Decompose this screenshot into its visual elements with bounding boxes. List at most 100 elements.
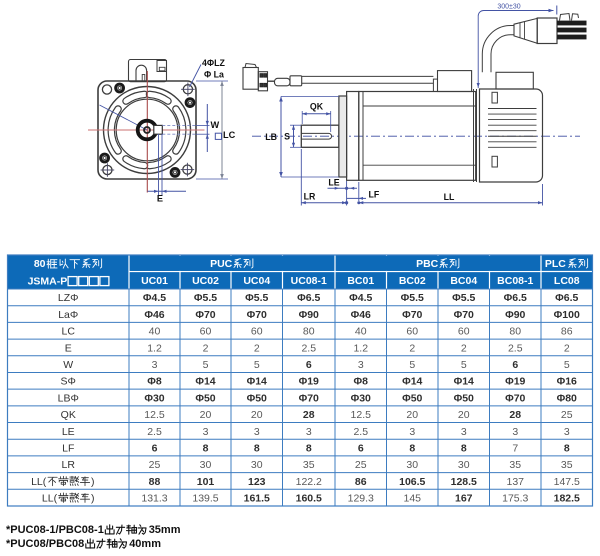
- svg-text:Φ90: Φ90: [299, 309, 319, 321]
- svg-text:3: 3: [461, 426, 467, 438]
- svg-text:60: 60: [458, 326, 470, 338]
- svg-text:Φ70: Φ70: [402, 309, 422, 321]
- svg-text:Φ6.5: Φ6.5: [297, 292, 320, 304]
- svg-text:35mm: 35mm: [149, 524, 181, 536]
- svg-text:3: 3: [512, 426, 518, 438]
- svg-text:Φ4.5: Φ4.5: [143, 292, 166, 304]
- svg-text:88: 88: [149, 476, 161, 488]
- svg-text:Φ46: Φ46: [351, 309, 371, 321]
- svg-text:5: 5: [254, 359, 260, 371]
- svg-text:E: E: [65, 342, 72, 354]
- svg-text:30: 30: [458, 459, 470, 471]
- svg-text:25: 25: [355, 459, 367, 471]
- svg-text:Φ La: Φ La: [204, 70, 224, 80]
- svg-text:Φ4.5: Φ4.5: [349, 292, 372, 304]
- svg-text:3: 3: [152, 359, 158, 371]
- svg-text:E: E: [157, 194, 163, 204]
- svg-text:LE: LE: [62, 426, 75, 438]
- svg-text:30: 30: [251, 459, 263, 471]
- svg-text:Φ50: Φ50: [195, 392, 215, 404]
- svg-text:LB: LB: [265, 132, 277, 142]
- svg-text:Φ14: Φ14: [402, 376, 422, 388]
- svg-text:4ΦLZ: 4ΦLZ: [202, 58, 225, 68]
- svg-text:Φ8: Φ8: [354, 376, 369, 388]
- svg-text:175.3: 175.3: [502, 493, 528, 505]
- svg-text:6: 6: [358, 442, 364, 454]
- svg-text:8: 8: [409, 442, 415, 454]
- svg-text:BC02: BC02: [399, 275, 426, 287]
- svg-text:Φ14: Φ14: [247, 376, 267, 388]
- svg-text:LF: LF: [62, 442, 74, 454]
- svg-text:147.5: 147.5: [554, 476, 580, 488]
- svg-text:160.5: 160.5: [296, 493, 322, 505]
- svg-text:LC08: LC08: [554, 275, 580, 287]
- svg-text:28: 28: [303, 409, 315, 421]
- svg-text:30: 30: [406, 459, 418, 471]
- svg-text:2: 2: [461, 342, 467, 354]
- svg-text:Φ19: Φ19: [299, 376, 319, 388]
- svg-text:LL: LL: [444, 192, 455, 202]
- svg-text:182.5: 182.5: [554, 493, 580, 505]
- svg-text:20: 20: [200, 409, 212, 421]
- svg-text:Φ70: Φ70: [454, 309, 474, 321]
- svg-text:Φ50: Φ50: [247, 392, 267, 404]
- svg-text:Φ70: Φ70: [299, 392, 319, 404]
- svg-text:W: W: [211, 120, 220, 130]
- svg-text:Φ100: Φ100: [554, 309, 580, 321]
- svg-text:122.2: 122.2: [296, 476, 322, 488]
- svg-text:25: 25: [149, 459, 161, 471]
- svg-text:*PUC08-1/PBC08-1: *PUC08-1/PBC08-1: [6, 524, 104, 536]
- svg-text:60: 60: [251, 326, 263, 338]
- svg-text:25: 25: [561, 409, 573, 421]
- svg-text:2: 2: [409, 342, 415, 354]
- svg-text:LR: LR: [304, 192, 316, 202]
- svg-text:2.5: 2.5: [508, 342, 523, 354]
- svg-text:LL(: LL(: [42, 493, 58, 505]
- svg-text:Φ80: Φ80: [557, 392, 577, 404]
- svg-text:137: 137: [506, 476, 524, 488]
- svg-text:Φ6.5: Φ6.5: [504, 292, 527, 304]
- svg-text:Φ50: Φ50: [454, 392, 474, 404]
- svg-text:LE: LE: [328, 178, 339, 188]
- svg-text:40: 40: [355, 326, 367, 338]
- svg-text:PBC: PBC: [416, 258, 439, 270]
- svg-text:12.5: 12.5: [144, 409, 165, 421]
- svg-text:UC01: UC01: [141, 275, 168, 287]
- svg-text:80: 80: [509, 326, 521, 338]
- svg-text:80: 80: [34, 258, 46, 270]
- svg-text:SΦ: SΦ: [61, 376, 76, 388]
- svg-text:LL(: LL(: [31, 476, 47, 488]
- svg-text:): ): [91, 493, 95, 505]
- svg-text:123: 123: [248, 476, 266, 488]
- svg-text:Φ90: Φ90: [505, 309, 525, 321]
- svg-text:161.5: 161.5: [244, 493, 270, 505]
- svg-text:BC04: BC04: [450, 275, 477, 287]
- svg-text:1.2: 1.2: [147, 342, 162, 354]
- svg-text:Φ5.5: Φ5.5: [452, 292, 475, 304]
- svg-text:Φ30: Φ30: [144, 392, 164, 404]
- svg-text:128.5: 128.5: [451, 476, 477, 488]
- svg-text:Φ70: Φ70: [505, 392, 525, 404]
- svg-text:8: 8: [306, 442, 312, 454]
- svg-text:3: 3: [254, 426, 260, 438]
- svg-text:Φ70: Φ70: [195, 309, 215, 321]
- svg-text:8: 8: [461, 442, 467, 454]
- svg-text:106.5: 106.5: [399, 476, 425, 488]
- svg-text:BC08-1: BC08-1: [497, 275, 533, 287]
- svg-text:86: 86: [355, 476, 367, 488]
- svg-text:129.3: 129.3: [348, 493, 374, 505]
- svg-text:35: 35: [303, 459, 315, 471]
- svg-text:139.5: 139.5: [192, 493, 218, 505]
- svg-text:3: 3: [409, 426, 415, 438]
- svg-text:Φ5.5: Φ5.5: [245, 292, 268, 304]
- svg-text:28: 28: [509, 409, 521, 421]
- svg-text:QK: QK: [61, 409, 76, 421]
- svg-text:5: 5: [203, 359, 209, 371]
- svg-text:30: 30: [200, 459, 212, 471]
- svg-text:UC04: UC04: [243, 275, 270, 287]
- svg-text:1.2: 1.2: [353, 342, 368, 354]
- svg-text:Φ50: Φ50: [402, 392, 422, 404]
- svg-text:8: 8: [564, 442, 570, 454]
- svg-text:LF: LF: [369, 190, 380, 200]
- svg-text:7: 7: [512, 442, 518, 454]
